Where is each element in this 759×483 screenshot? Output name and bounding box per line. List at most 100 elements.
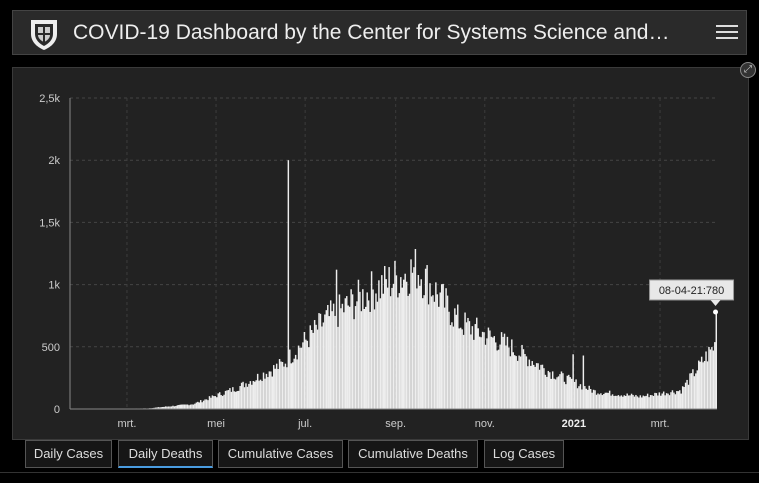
- bar: [681, 386, 684, 409]
- bar: [439, 292, 441, 409]
- tab-daily-cases[interactable]: Daily Cases: [25, 440, 112, 468]
- bar: [438, 306, 440, 409]
- bar: [153, 407, 155, 409]
- bar: [616, 395, 618, 409]
- bar: [606, 392, 608, 409]
- bar: [274, 368, 276, 409]
- bar: [592, 389, 595, 409]
- expand-icon[interactable]: ⤢: [740, 62, 756, 78]
- bar: [221, 395, 224, 409]
- bar: [557, 376, 560, 409]
- bar: [198, 402, 200, 409]
- bar: [684, 382, 687, 409]
- bar: [585, 388, 588, 409]
- bar: [249, 381, 252, 409]
- bar: [627, 395, 630, 409]
- bar: [643, 396, 646, 409]
- bar: [365, 306, 367, 409]
- bar: [516, 360, 519, 409]
- bar: [578, 386, 580, 409]
- bar: [496, 350, 498, 409]
- bar: [195, 402, 198, 409]
- bar: [693, 376, 696, 409]
- bar: [237, 390, 240, 409]
- bar: [376, 301, 379, 409]
- bar: [433, 301, 436, 409]
- bar: [259, 379, 262, 409]
- bar: [251, 384, 253, 409]
- bar: [582, 355, 585, 409]
- y-tick-label: 2,5k: [39, 93, 60, 105]
- bar: [331, 311, 333, 409]
- bar: [337, 326, 339, 409]
- bar: [294, 354, 297, 409]
- y-tick-label: 500: [42, 342, 60, 354]
- tab-log-cases[interactable]: Log Cases: [484, 440, 564, 468]
- bar: [554, 379, 557, 409]
- bar: [226, 390, 228, 409]
- bar: [597, 393, 599, 409]
- bar: [379, 298, 382, 409]
- bar: [395, 275, 398, 409]
- bar: [478, 336, 481, 409]
- bar: [569, 377, 571, 409]
- bar: [442, 283, 444, 409]
- bar: [711, 347, 713, 409]
- bar: [239, 386, 241, 409]
- bar: [655, 393, 658, 409]
- bar: [319, 313, 322, 409]
- x-tick-label: jul.: [297, 418, 312, 430]
- bar: [667, 393, 669, 409]
- bar: [448, 311, 450, 409]
- bar: [646, 393, 649, 409]
- x-tick-label: mrt.: [651, 418, 670, 430]
- bar: [629, 395, 631, 409]
- bar: [315, 324, 317, 409]
- bar: [662, 391, 665, 409]
- bar: [588, 385, 590, 409]
- bar: [474, 324, 477, 409]
- bar: [245, 383, 247, 409]
- bar: [547, 370, 550, 409]
- hamburger-menu-icon[interactable]: [716, 21, 738, 43]
- bar: [284, 363, 287, 409]
- bar: [589, 388, 592, 409]
- bar: [204, 399, 206, 409]
- bar: [607, 392, 609, 409]
- bar: [262, 372, 265, 409]
- bar: [328, 316, 330, 409]
- tab-cumulative-deaths[interactable]: Cumulative Deaths: [348, 440, 478, 468]
- bar: [445, 288, 447, 409]
- bar: [538, 369, 541, 409]
- bar: [477, 328, 479, 409]
- bar: [518, 355, 520, 409]
- tab-daily-deaths[interactable]: Daily Deaths: [118, 440, 213, 468]
- bar: [160, 407, 163, 409]
- bar: [465, 322, 468, 409]
- bar: [299, 347, 301, 409]
- bar: [217, 393, 219, 409]
- bar: [220, 395, 222, 409]
- bar: [227, 390, 230, 409]
- bar: [633, 396, 636, 409]
- bar: [255, 380, 257, 409]
- y-tick-label: 2k: [48, 155, 60, 167]
- bar: [350, 289, 352, 409]
- dashboard-header: COVID-19 Dashboard by the Center for Sys…: [12, 10, 747, 55]
- bar: [702, 362, 704, 409]
- tooltip-text: 08-04-21:780: [659, 285, 724, 297]
- bar: [549, 372, 551, 409]
- bar: [683, 386, 685, 409]
- bar: [661, 393, 663, 409]
- bar: [382, 293, 385, 409]
- tab-cumulative-cases[interactable]: Cumulative Cases: [218, 440, 343, 468]
- bar: [454, 308, 456, 409]
- bar: [524, 353, 526, 409]
- bar: [236, 391, 238, 409]
- bar: [305, 339, 307, 409]
- bar: [686, 379, 688, 409]
- bar: [610, 395, 612, 409]
- bar: [324, 314, 326, 409]
- bar: [162, 406, 164, 409]
- bar: [369, 311, 371, 409]
